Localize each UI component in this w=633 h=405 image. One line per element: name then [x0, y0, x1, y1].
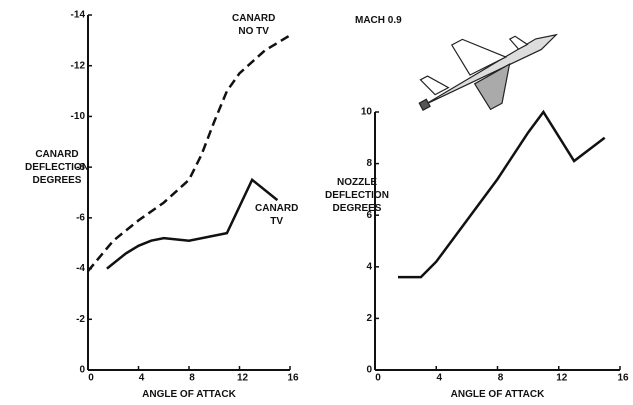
- chart: 0-2-4-6-8-10-12-14048121602468100481216: [0, 0, 633, 405]
- y-tick-label: -10: [71, 111, 86, 122]
- x-tick-label: 12: [237, 373, 249, 384]
- x-tick-label: 12: [556, 373, 568, 384]
- y-tick-label: 2: [366, 313, 372, 324]
- series-label: CANARD TV: [255, 202, 298, 228]
- x-tick-label: 0: [375, 373, 381, 384]
- x-tick-label: 0: [88, 373, 94, 384]
- y-tick-label: -12: [71, 60, 86, 71]
- y-axis-label: NOZZLE DEFLECTION DEGREES: [322, 176, 392, 215]
- x-tick-label: 16: [287, 373, 299, 384]
- y-tick-label: 4: [366, 261, 372, 272]
- y-tick-label: -6: [76, 212, 85, 223]
- page: 0-2-4-6-8-10-12-14048121602468100481216 …: [0, 0, 633, 405]
- data-line: [88, 35, 290, 271]
- x-tick-label: 4: [139, 373, 145, 384]
- x-axis-label: ANGLE OF ATTACK: [129, 388, 249, 401]
- y-axis-label: CANARD DEFLECTION DEGREES: [22, 148, 92, 187]
- y-tick-label: -2: [76, 314, 85, 325]
- x-axis-label: ANGLE OF ATTACK: [438, 388, 558, 401]
- y-tick-label: -14: [71, 10, 86, 21]
- chart-title: MACH 0.9: [355, 14, 402, 27]
- x-tick-label: 16: [617, 373, 629, 384]
- y-tick-label: 0: [366, 365, 372, 376]
- y-tick-label: 8: [366, 158, 372, 169]
- x-tick-label: 8: [498, 373, 504, 384]
- x-tick-label: 4: [436, 373, 442, 384]
- series-label: CANARD NO TV: [232, 12, 275, 38]
- y-tick-label: 0: [79, 365, 85, 376]
- data-line: [398, 112, 605, 277]
- y-tick-label: 10: [361, 107, 373, 118]
- y-tick-label: -4: [76, 263, 85, 274]
- x-tick-label: 8: [189, 373, 195, 384]
